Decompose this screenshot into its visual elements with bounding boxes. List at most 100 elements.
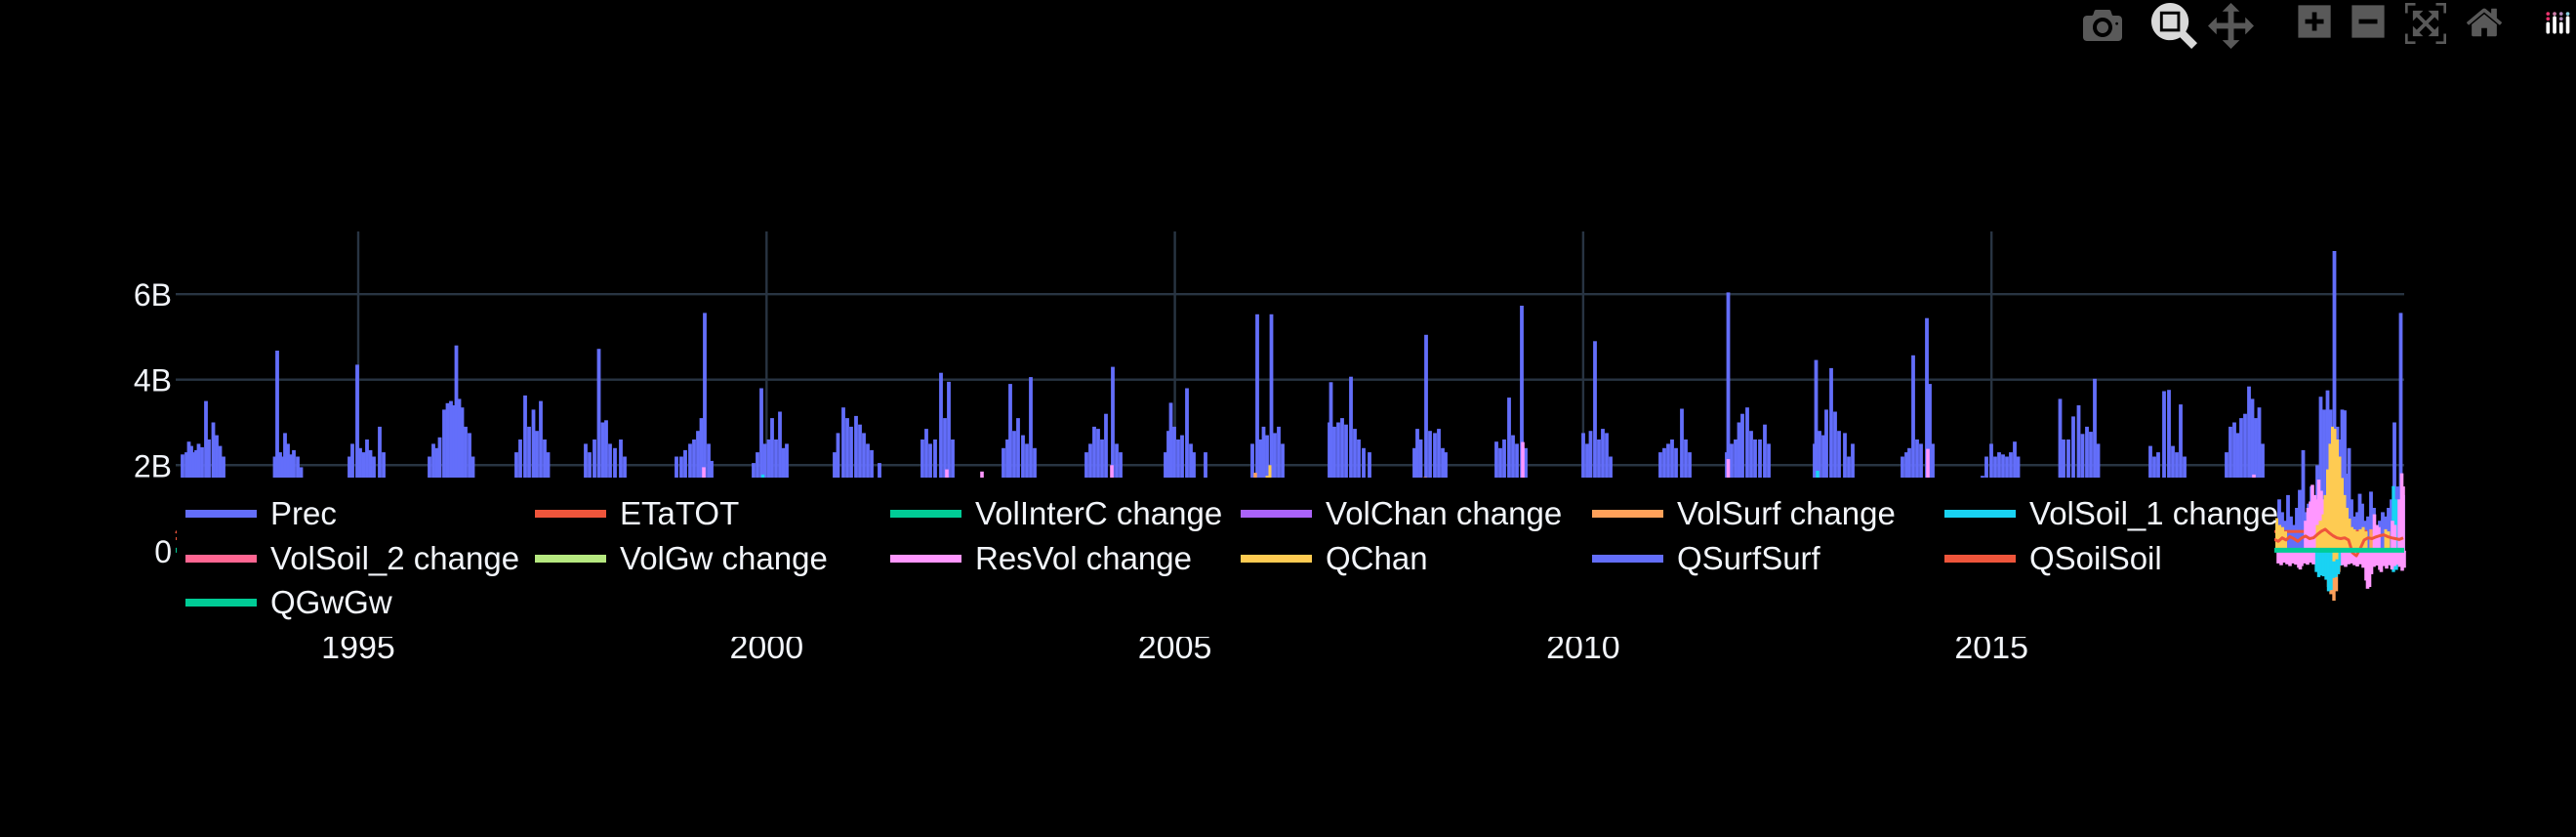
legend-item-qsoilsoil[interactable]: QSoilSoil [1944, 541, 2162, 575]
bar [2286, 494, 2290, 551]
bar [2382, 550, 2386, 566]
bar [2347, 550, 2351, 565]
camera-button[interactable] [2082, 6, 2123, 57]
legend-item-prec[interactable]: Prec [185, 497, 337, 530]
bar [2392, 550, 2396, 566]
bar [2397, 499, 2401, 551]
legend-label: VolSurf change [1677, 495, 1896, 531]
bar [2343, 494, 2347, 551]
bar [2402, 550, 2406, 568]
bar [1520, 306, 1524, 551]
legend-item-resvol-change[interactable]: ResVol change [890, 539, 1192, 576]
legend-item-volsoil_2-change[interactable]: VolSoil_2 change [185, 539, 520, 576]
modebar [0, 0, 2576, 55]
bar [2309, 501, 2312, 551]
pan-button[interactable] [2208, 3, 2254, 54]
bar [2323, 494, 2327, 551]
bar [2179, 404, 2183, 551]
bar [2398, 313, 2403, 551]
bar [449, 400, 453, 551]
legend-item-volchan-change[interactable]: VolChan change [1241, 497, 1562, 530]
zoom-in-button[interactable] [2296, 3, 2333, 54]
bar [2291, 550, 2295, 564]
bar [523, 395, 527, 551]
bar [2282, 550, 2286, 564]
bar [2388, 550, 2392, 565]
bar [2339, 550, 2343, 566]
bar [2329, 550, 2333, 591]
bar [759, 388, 763, 551]
plotly-logo[interactable] [2544, 10, 2570, 61]
bar [596, 349, 601, 551]
bar [2275, 518, 2278, 551]
bar [2288, 550, 2292, 566]
legend-swatch [185, 510, 257, 518]
home-button[interactable] [2465, 3, 2504, 54]
bar [2318, 397, 2323, 551]
bar [445, 402, 450, 551]
bar [1029, 377, 1033, 551]
bar [2400, 550, 2404, 571]
bar [2321, 514, 2325, 551]
legend-swatch [185, 599, 257, 607]
bar [2375, 550, 2379, 566]
legend-item-qgwgw[interactable]: QGwGw [185, 586, 392, 619]
bar [2336, 550, 2341, 574]
y-tick-label: 0 [154, 534, 172, 569]
legend-item-qchan[interactable]: QChan [1241, 541, 1428, 575]
zoom-button[interactable] [2151, 3, 2197, 54]
bar [2316, 550, 2321, 577]
y-tick-label: 4B [134, 363, 172, 398]
bar [939, 372, 943, 551]
legend-label: VolSoil_2 change [270, 539, 520, 576]
bar [2352, 528, 2356, 551]
legend-swatch [1592, 510, 1663, 518]
bar [2365, 550, 2370, 589]
autoscale-button[interactable] [2405, 3, 2446, 54]
legend-item-qsurfsurf[interactable]: QSurfSurf [1592, 541, 1820, 575]
bar [2285, 550, 2289, 565]
bar [2289, 516, 2293, 551]
bar [457, 398, 462, 551]
bar [2332, 550, 2336, 562]
bar [1925, 317, 1929, 551]
bar [1726, 292, 1731, 551]
legend-item-volsoil_1-change[interactable]: VolSoil_1 change [1944, 497, 2278, 530]
bar [2162, 391, 2166, 551]
bar [2333, 429, 2337, 551]
bar [2372, 550, 2376, 567]
legend-item-etatot[interactable]: ETaTOT [535, 497, 739, 530]
bar [2397, 550, 2402, 567]
legend-swatch [1944, 554, 2016, 563]
bar [2366, 516, 2370, 551]
bar [2352, 550, 2356, 565]
bar [1911, 355, 1915, 551]
bar [2276, 550, 2280, 564]
legend-swatch [1944, 510, 2016, 518]
bar [2343, 410, 2347, 551]
bar [1424, 334, 1428, 551]
bar [2321, 550, 2326, 577]
bar [2358, 528, 2362, 551]
bar [2300, 550, 2304, 566]
bar [1593, 341, 1597, 551]
bar [2367, 550, 2372, 587]
legend-item-volinterc-change[interactable]: VolInterC change [890, 497, 1222, 530]
bar [2346, 508, 2349, 551]
bar [2372, 514, 2377, 551]
legend-label: ResVol change [975, 539, 1192, 576]
legend-item-volsurf-change[interactable]: VolSurf change [1592, 497, 1896, 530]
bar [2364, 531, 2368, 551]
bar [2385, 550, 2389, 569]
bar [2279, 550, 2283, 565]
bar [2167, 390, 2171, 551]
zoom-out-button[interactable] [2350, 3, 2387, 54]
bar [2295, 508, 2299, 551]
legend-item-volgw-change[interactable]: VolGw change [535, 541, 828, 575]
bar [2355, 550, 2359, 566]
bar [2058, 398, 2063, 551]
bar [2341, 478, 2344, 551]
series-qsoilsoil [175, 527, 2404, 558]
bar [2358, 550, 2362, 565]
bar [355, 364, 359, 551]
